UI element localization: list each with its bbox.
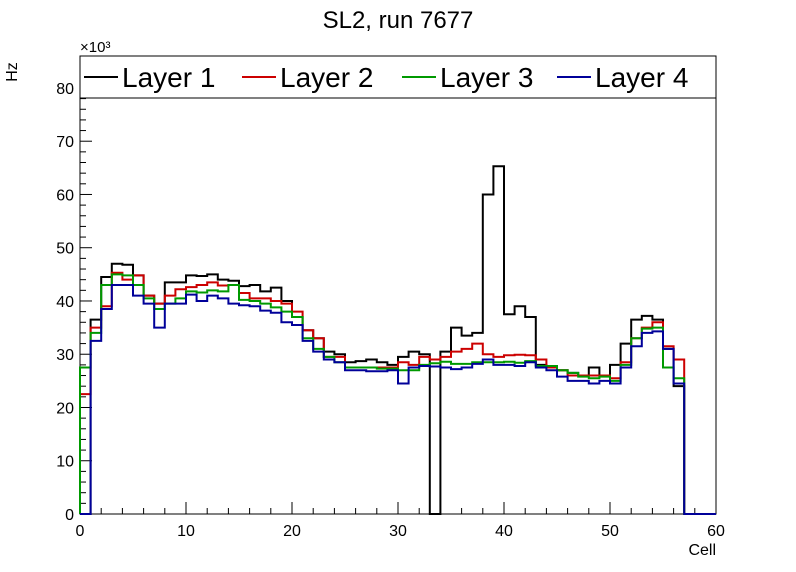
- y-tick-label: 50: [56, 241, 74, 258]
- y-tick-label: 70: [56, 134, 74, 151]
- y-tick-label: 0: [65, 507, 74, 524]
- legend-label-layer-4: Layer 4: [595, 62, 688, 93]
- y-tick-label: 60: [56, 187, 74, 204]
- legend-label-layer-3: Layer 3: [440, 62, 533, 93]
- x-tick-label: 20: [283, 523, 301, 540]
- x-tick-label: 30: [389, 523, 407, 540]
- y-tick-label: 40: [56, 294, 74, 311]
- x-tick-label: 40: [495, 523, 513, 540]
- series-group: [79, 165, 716, 515]
- series-line-layer-4: [80, 284, 716, 515]
- y-tick-label: 30: [56, 347, 74, 364]
- y-tick-label: 80: [56, 81, 74, 98]
- y-axis-label: Hz: [4, 62, 21, 82]
- x-tick-label: 10: [177, 523, 195, 540]
- chart-title: SL2, run 7677: [323, 7, 474, 34]
- axis-ticks: 0 10 20 30 40 50 60 0 10 20 30 40 50 60 70 80: [56, 55, 725, 540]
- legend-label-layer-2: Layer 2: [280, 62, 373, 93]
- legend-label-layer-1: Layer 1: [122, 62, 215, 93]
- series-line-layer-3: [79, 273, 716, 515]
- legend-box: [79, 55, 717, 99]
- series-line-layer-1: [80, 165, 716, 515]
- series-line-layer-2: [79, 271, 716, 515]
- x-tick-label: 50: [601, 523, 619, 540]
- x-tick-label: 60: [707, 523, 725, 540]
- y-tick-label: 20: [56, 400, 74, 417]
- plot-frame: [79, 55, 717, 515]
- legend: Layer 1 Layer 2 Layer 3 Layer 4: [79, 55, 717, 99]
- y-tick-label: 10: [56, 454, 74, 471]
- x-tick-label: 0: [76, 523, 85, 540]
- y-axis-multiplier: ×10³: [80, 39, 110, 56]
- x-axis-label: Cell: [688, 542, 716, 559]
